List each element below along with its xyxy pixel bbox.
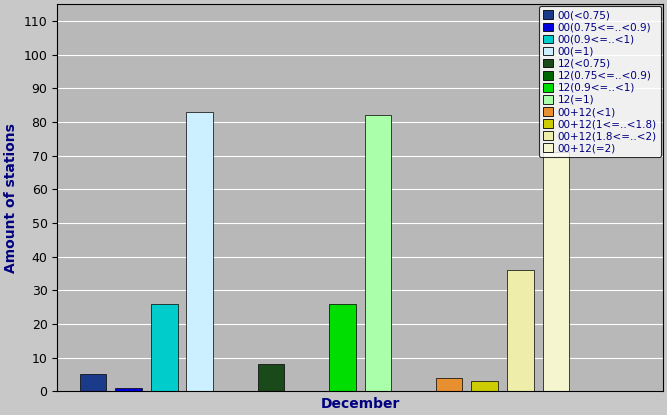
X-axis label: December: December (320, 397, 400, 411)
Bar (257, 364, 284, 391)
Bar (79, 374, 106, 391)
Bar (151, 304, 177, 391)
Legend: 00(<0.75), 00(0.75<=..<0.9), 00(0.9<=..<1), 00(=1), 12(<0.75), 12(0.75<=..<0.9),: 00(<0.75), 00(0.75<=..<0.9), 00(0.9<=..<… (539, 6, 661, 158)
Bar (507, 270, 534, 391)
Y-axis label: Amount of stations: Amount of stations (4, 123, 18, 273)
Bar (329, 304, 356, 391)
Bar (436, 378, 462, 391)
Bar (187, 112, 213, 391)
Bar (365, 115, 392, 391)
Bar (543, 152, 570, 391)
Bar (115, 388, 142, 391)
Bar (472, 381, 498, 391)
